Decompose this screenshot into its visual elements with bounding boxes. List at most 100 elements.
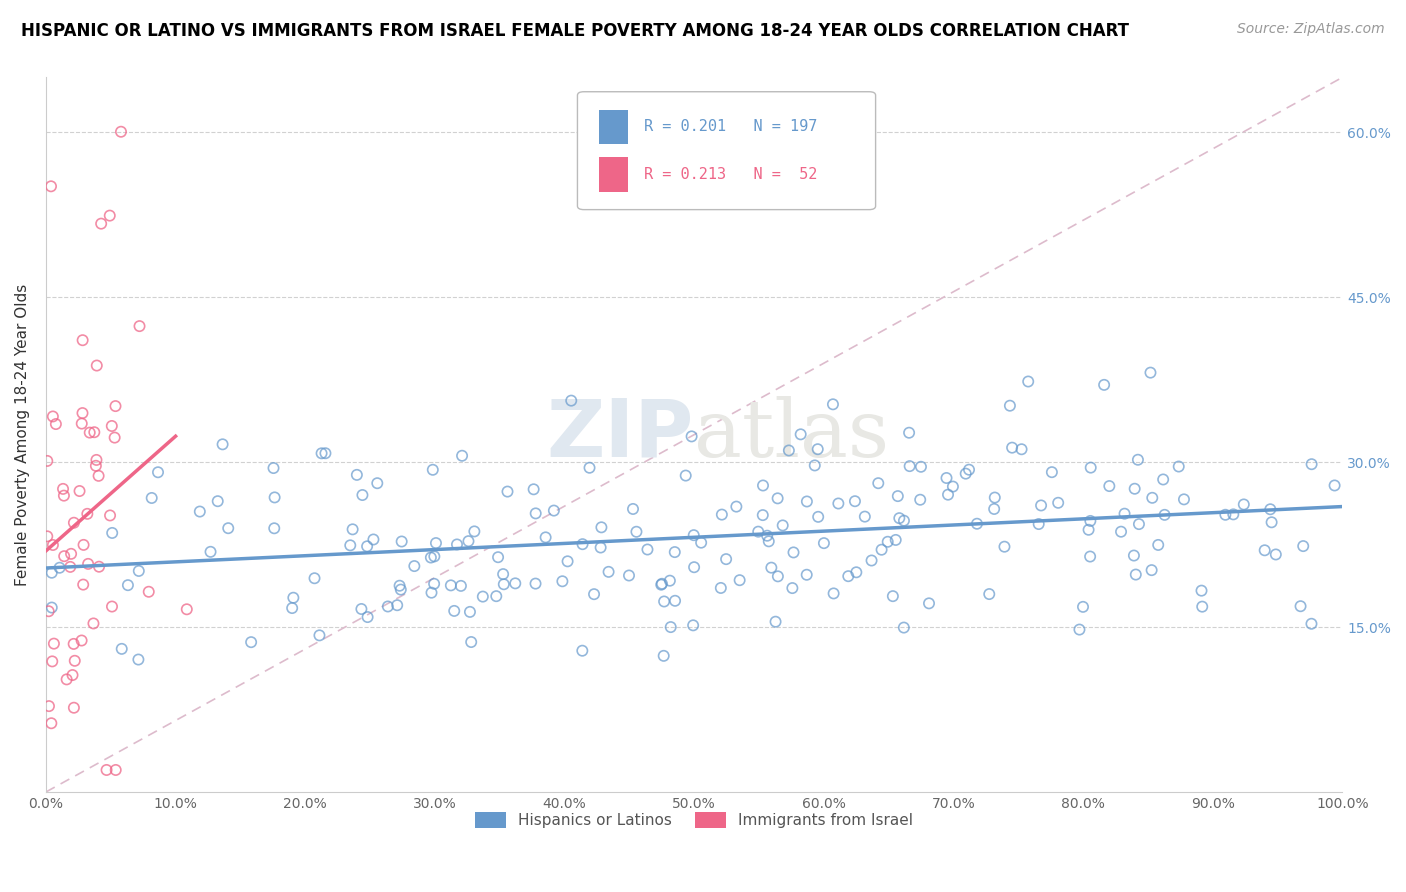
Point: [70, 633, 93, 648]
Point: [782, 545, 804, 559]
Point: [1092, 377, 1115, 392]
Point: [86, 359, 108, 373]
Point: [1191, 583, 1213, 598]
Point: [79, 425, 101, 440]
Text: ZIP: ZIP: [547, 396, 695, 474]
Point: [308, 628, 330, 642]
Point: [889, 511, 911, 525]
Point: [101, 599, 124, 614]
Point: [72, 406, 94, 420]
Point: [111, 641, 134, 656]
Point: [117, 578, 139, 592]
Point: [311, 446, 333, 460]
Point: [908, 492, 931, 507]
Point: [534, 530, 557, 544]
Point: [789, 427, 811, 442]
Point: [82, 616, 104, 631]
Point: [766, 569, 789, 583]
Point: [128, 319, 150, 334]
Point: [898, 459, 921, 474]
Point: [176, 602, 198, 616]
Point: [682, 618, 704, 632]
Point: [283, 591, 305, 605]
Point: [52, 482, 75, 496]
Point: [1114, 507, 1136, 521]
Text: R = 0.213   N =  52: R = 0.213 N = 52: [644, 167, 817, 182]
Point: [388, 579, 411, 593]
Point: [1191, 599, 1213, 614]
Point: [425, 536, 447, 550]
Point: [1017, 375, 1039, 389]
Point: [38, 699, 60, 714]
Legend: Hispanics or Latinos, Immigrants from Israel: Hispanics or Latinos, Immigrants from Is…: [470, 806, 920, 834]
Point: [492, 577, 515, 591]
Point: [823, 586, 845, 600]
Point: [342, 522, 364, 536]
Point: [304, 571, 326, 585]
Point: [69, 483, 91, 498]
Point: [747, 524, 769, 539]
Point: [53, 549, 76, 564]
Point: [104, 763, 127, 777]
Point: [683, 560, 706, 574]
Point: [127, 652, 149, 666]
Point: [626, 524, 648, 539]
Point: [658, 574, 681, 588]
Point: [128, 564, 150, 578]
Point: [63, 516, 86, 530]
Point: [860, 553, 883, 567]
Point: [652, 648, 675, 663]
Point: [1028, 516, 1050, 531]
Point: [496, 484, 519, 499]
Point: [86, 453, 108, 467]
Point: [90, 217, 112, 231]
Point: [887, 489, 910, 503]
Point: [83, 425, 105, 440]
Point: [350, 602, 373, 616]
Point: [263, 491, 285, 505]
Point: [72, 333, 94, 347]
Point: [571, 643, 593, 657]
Text: R = 0.201   N = 197: R = 0.201 N = 197: [644, 120, 817, 134]
Point: [1139, 366, 1161, 380]
Point: [796, 567, 818, 582]
Point: [463, 524, 485, 539]
Point: [42, 637, 65, 651]
Point: [1289, 599, 1312, 614]
Point: [827, 496, 849, 510]
Point: [385, 598, 408, 612]
Point: [423, 576, 446, 591]
Point: [1011, 442, 1033, 457]
Point: [104, 431, 127, 445]
Point: [460, 635, 482, 649]
Point: [543, 503, 565, 517]
Point: [807, 442, 830, 457]
Point: [651, 576, 673, 591]
Point: [76, 507, 98, 521]
Text: Source: ZipAtlas.com: Source: ZipAtlas.com: [1237, 22, 1385, 37]
Point: [571, 537, 593, 551]
Point: [52, 489, 75, 503]
FancyBboxPatch shape: [599, 110, 628, 144]
Point: [60, 547, 83, 561]
Point: [1142, 491, 1164, 505]
Point: [1173, 492, 1195, 507]
Point: [1047, 496, 1070, 510]
Point: [591, 520, 613, 534]
Point: [41, 566, 63, 580]
Point: [1215, 508, 1237, 522]
Point: [1001, 441, 1024, 455]
Point: [893, 514, 915, 528]
Point: [356, 539, 378, 553]
Point: [772, 518, 794, 533]
Point: [1222, 508, 1244, 522]
Point: [524, 576, 547, 591]
Text: atlas: atlas: [695, 396, 889, 474]
FancyBboxPatch shape: [578, 92, 876, 210]
Point: [1253, 543, 1275, 558]
Point: [918, 596, 941, 610]
Point: [1040, 465, 1063, 479]
Point: [898, 425, 921, 440]
Point: [41, 600, 63, 615]
Point: [803, 458, 825, 473]
